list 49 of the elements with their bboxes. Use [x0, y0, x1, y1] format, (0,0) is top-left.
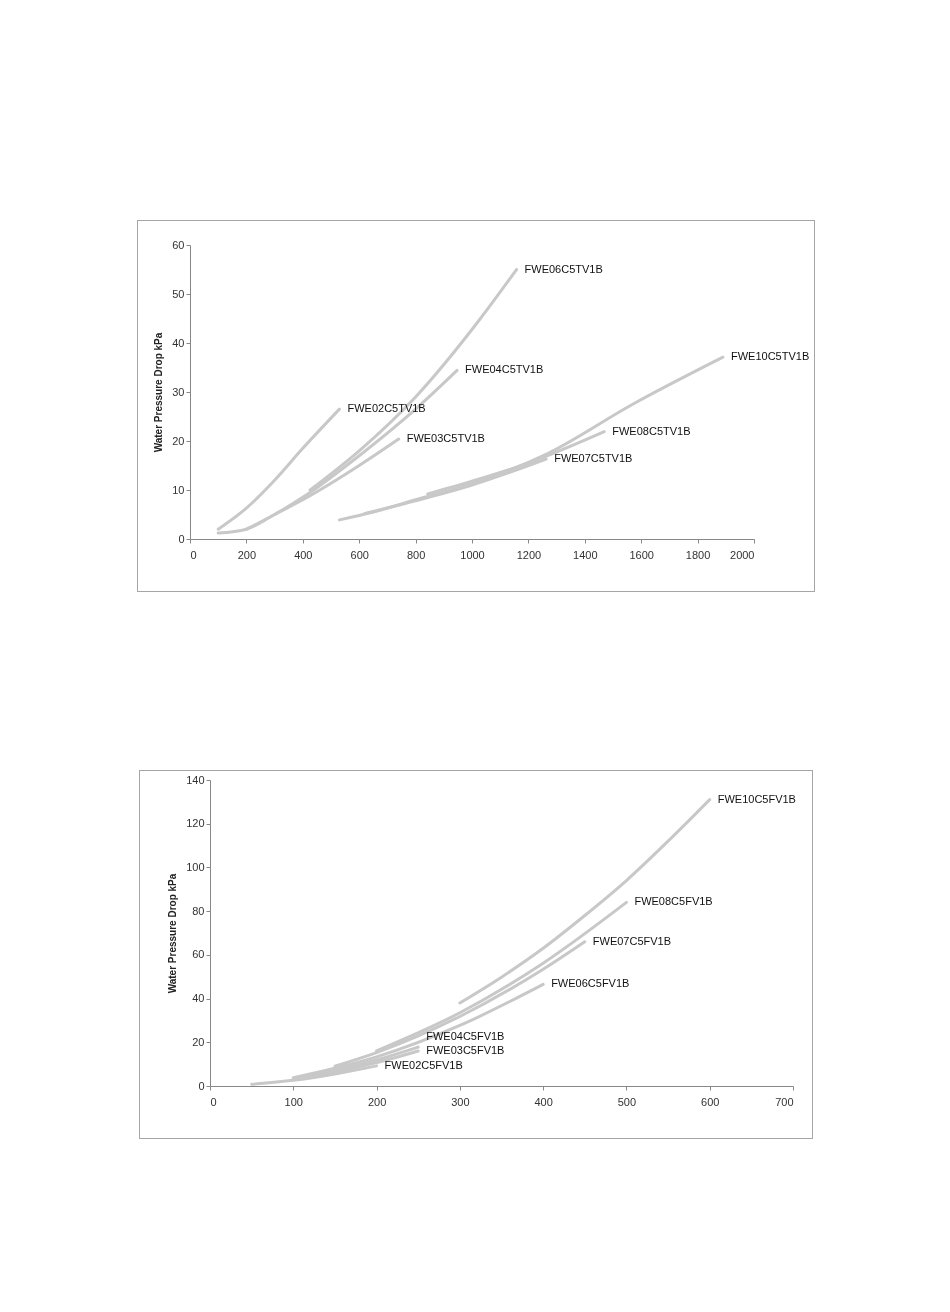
series-label: FWE04C5FV1B: [426, 1030, 505, 1043]
y-tick-label: 40: [172, 336, 185, 349]
x-tick-label: 1800: [685, 548, 711, 561]
x-tick-label: 400: [294, 548, 313, 561]
series-label: FWE03C5FV1B: [426, 1044, 505, 1057]
series-label: FWE06C5TV1B: [524, 262, 603, 275]
series-label: FWE07C5FV1B: [592, 934, 672, 947]
x-tick-label: 600: [701, 1095, 720, 1108]
y-tick-label: 120: [186, 817, 205, 830]
y-tick-label: 0: [178, 532, 185, 545]
y-tick-label: 0: [198, 1079, 205, 1092]
y-tick-label: 20: [192, 1035, 205, 1048]
series-label: FWE08C5FV1B: [634, 895, 713, 908]
series-label: FWE07C5TV1B: [554, 452, 633, 465]
y-axis-title: Water Pressure Drop kPa: [153, 332, 165, 453]
y-tick-label: 30: [172, 385, 185, 398]
x-tick-label: 200: [237, 548, 257, 561]
series-label: FWE10C5FV1B: [717, 792, 796, 805]
x-tick-label: 0: [210, 1095, 217, 1108]
y-tick-label: 10: [172, 483, 185, 496]
x-tick-label: 200: [367, 1095, 387, 1108]
x-tick-label: 100: [284, 1095, 303, 1108]
y-tick-label: 100: [186, 860, 205, 873]
x-tick-label: 800: [406, 548, 426, 561]
y-axis-title: Water Pressure Drop kPa: [167, 873, 179, 994]
y-tick-label: 80: [192, 904, 205, 917]
x-tick-label: 500: [617, 1095, 637, 1108]
y-tick-label: 140: [186, 773, 205, 786]
y-tick-label: 60: [172, 238, 185, 251]
x-tick-label: 1400: [573, 548, 598, 561]
x-tick-label: 600: [350, 548, 369, 561]
series-label: FWE02C5TV1B: [347, 402, 426, 415]
series-label: FWE10C5TV1B: [730, 350, 810, 363]
y-tick-label: 50: [172, 287, 185, 300]
y-tick-label: 40: [192, 992, 205, 1005]
x-tick-label: 1200: [516, 548, 542, 561]
series-label: FWE06C5FV1B: [551, 977, 630, 990]
x-tick-label: 300: [451, 1095, 470, 1108]
series-label: FWE08C5TV1B: [612, 424, 691, 437]
x-tick-label: 700: [775, 1095, 794, 1108]
series-label: FWE02C5FV1B: [384, 1058, 463, 1071]
x-tick-label: 1600: [629, 548, 654, 561]
x-tick-label: 400: [534, 1095, 553, 1108]
y-tick-label: 20: [172, 434, 185, 447]
series-label: FWE04C5TV1B: [465, 363, 544, 376]
series-label: FWE03C5TV1B: [406, 432, 485, 445]
x-tick-label: 1000: [460, 548, 485, 561]
y-tick-label: 60: [192, 948, 205, 961]
x-tick-label: 2000: [730, 548, 755, 561]
